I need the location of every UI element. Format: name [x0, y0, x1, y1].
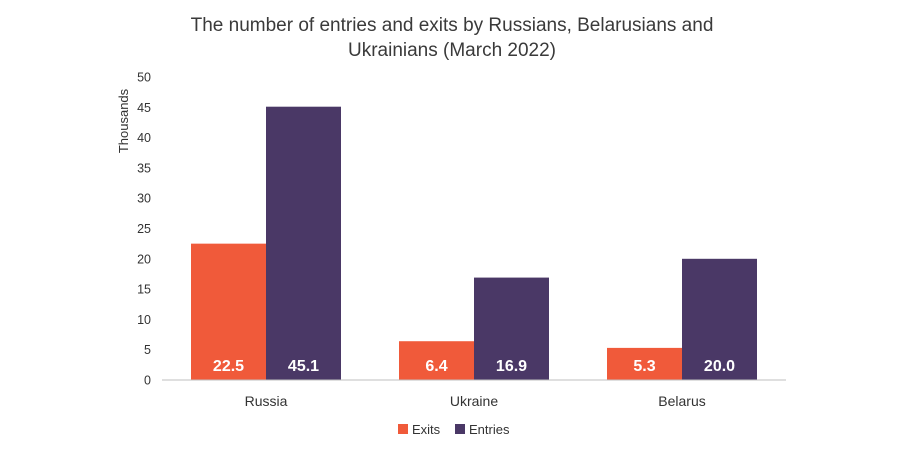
data-label-entries-ukraine: 16.9 [496, 358, 527, 375]
bar-exits-ukraine [399, 341, 474, 380]
x-tick-label: Ukraine [450, 393, 498, 409]
data-label-exits-ukraine: 6.4 [425, 358, 447, 375]
bar-exits-russia [191, 243, 266, 380]
chart-title-line-2: Ukrainians (March 2022) [348, 40, 556, 61]
bar-exits-belarus [607, 347, 682, 380]
data-label-exits-russia: 22.5 [213, 358, 244, 375]
y-tick-label: 20 [137, 252, 151, 266]
legend-swatch-exits [398, 424, 408, 434]
y-tick-label: 15 [137, 283, 151, 297]
x-axis-labels: Russia Ukraine Belarus [245, 393, 706, 409]
y-tick-label: 40 [137, 131, 151, 145]
legend-label-exits: Exits [412, 422, 441, 437]
legend: Exits Entries [398, 422, 510, 437]
bar-entries-russia [266, 106, 341, 380]
bar-entries-belarus [682, 258, 757, 380]
bars: 22.5 45.1 6.4 16.9 5.3 20.0 [191, 106, 757, 380]
x-tick-label: Russia [245, 393, 288, 409]
legend-swatch-entries [455, 424, 465, 434]
bar-entries-ukraine [474, 277, 549, 380]
y-tick-label: 30 [137, 192, 151, 206]
y-tick-label: 5 [144, 343, 151, 357]
data-label-entries-russia: 45.1 [288, 358, 319, 375]
y-axis-ticks: 0 5 10 15 20 25 30 35 40 45 50 [137, 71, 151, 388]
y-axis-title: Thousands [116, 88, 131, 153]
chart-title: The number of entries and exits by Russi… [191, 15, 714, 61]
y-tick-label: 25 [137, 222, 151, 236]
x-tick-label: Belarus [658, 393, 705, 409]
y-tick-label: 45 [137, 101, 151, 115]
y-tick-label: 10 [137, 313, 151, 327]
y-tick-label: 35 [137, 161, 151, 175]
data-label-exits-belarus: 5.3 [633, 358, 655, 375]
chart-title-line-1: The number of entries and exits by Russi… [191, 15, 714, 36]
legend-label-entries: Entries [469, 422, 510, 437]
y-tick-label: 50 [137, 71, 151, 85]
y-tick-label: 0 [144, 374, 151, 388]
data-label-entries-belarus: 20.0 [704, 358, 735, 375]
